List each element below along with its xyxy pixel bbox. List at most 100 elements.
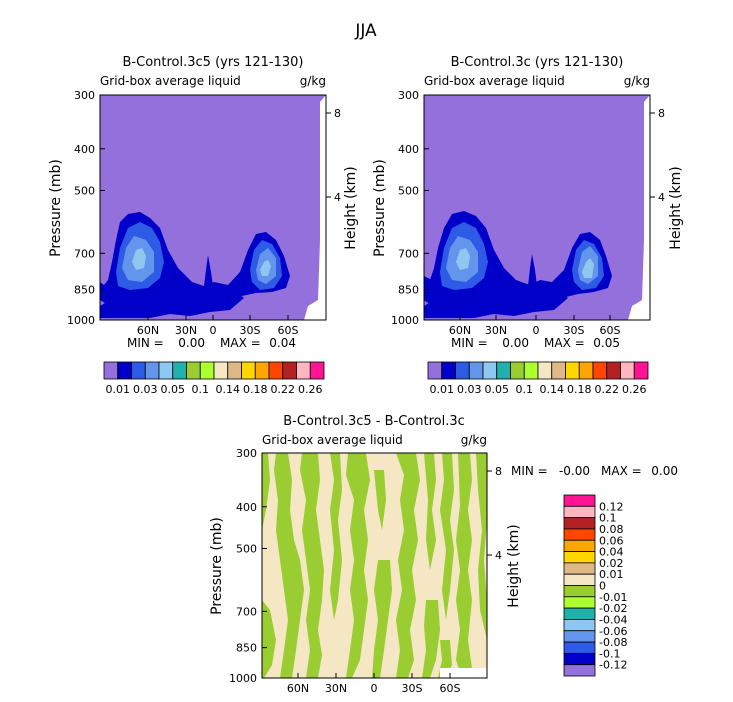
colorbar-label: 0.26	[298, 383, 323, 396]
max-label: MAX =	[601, 464, 642, 478]
x-tick-label: 0	[533, 324, 540, 337]
panel-subtitle: Grid-box average liquid	[424, 74, 565, 88]
y2-axis-label: Height (km)	[668, 166, 684, 249]
colorbar-swatch	[578, 361, 594, 380]
colorbar-label: 0.03	[457, 383, 482, 396]
colorbar-label: -0.02	[599, 602, 627, 615]
contour-field	[262, 453, 487, 678]
x-tick-label: 30S	[564, 324, 585, 337]
contour-level-1	[424, 292, 568, 318]
x-tick-label: 30S	[402, 682, 423, 695]
colorbar-swatch	[468, 361, 484, 380]
missing-data	[440, 668, 487, 678]
colorbar-label: 0.18	[567, 383, 592, 396]
colorbar-label: 0.08	[599, 523, 624, 536]
min-value: 0.00	[502, 336, 529, 350]
panel-units: g/kg	[461, 433, 487, 447]
colorbar-label: 0.06	[599, 534, 624, 547]
figure-title: JJA	[354, 21, 377, 41]
colorbar-swatch	[427, 361, 443, 380]
x-tick-label: 60S	[440, 682, 461, 695]
max-label: MAX =	[220, 336, 261, 350]
x-tick-label: 30N	[485, 324, 507, 337]
x-tick-label: 30S	[240, 324, 261, 337]
y-axis-label: Pressure (mb)	[209, 517, 225, 615]
colorbar-swatch	[563, 664, 596, 677]
colorbar-swatch	[455, 361, 470, 380]
colorbar-label: 0.14	[216, 383, 241, 396]
colorbar-swatch	[496, 361, 511, 380]
colorbar-swatch	[537, 361, 553, 380]
colorbar-swatch	[563, 641, 596, 654]
x-tick-label: 60S	[278, 324, 299, 337]
colorbar-label: -0.01	[599, 591, 627, 604]
colorbar-label: 0.04	[599, 546, 624, 559]
max-value: 0.04	[269, 336, 296, 350]
colorbar-swatch	[282, 361, 297, 380]
y-tick-label: 700	[236, 605, 257, 618]
colorbar-swatch	[563, 596, 596, 609]
colorbar: 0.01 0.03 0.05 0.1 0.14 0.18 0.22 0.26	[103, 361, 325, 396]
colorbar-swatch	[563, 607, 596, 620]
colorbar-label: 0	[599, 580, 606, 593]
colorbar-swatch	[482, 361, 498, 380]
colorbar-label: 0.1	[516, 383, 534, 396]
y-tick-label: 500	[398, 184, 419, 197]
colorbar-swatch	[227, 361, 242, 380]
y-axis-label: Pressure (mb)	[372, 159, 388, 257]
x-tick-label: 60N	[287, 682, 309, 695]
panel-title: B-Control.3c (yrs 121-130)	[451, 55, 624, 70]
x-tick-label: 0	[210, 324, 217, 337]
y2-tick-label: 4	[658, 191, 665, 204]
colorbar-label: -0.06	[599, 625, 627, 638]
colorbar-label: -0.1	[599, 647, 620, 660]
colorbar-swatch	[592, 361, 608, 380]
contour-level-1	[528, 254, 537, 286]
contour-level-4	[260, 260, 271, 276]
colorbar-swatch	[158, 361, 174, 380]
max-value: 0.00	[651, 464, 678, 478]
colorbar-swatch	[563, 562, 596, 575]
colorbar-label: 0.01	[599, 568, 624, 581]
panel-control-3c: B-Control.3c (yrs 121-130) Grid-box aver…	[372, 55, 684, 396]
y2-tick-label: 4	[334, 191, 341, 204]
colorbar-label: 0.1	[192, 383, 210, 396]
colorbar-swatch	[144, 361, 160, 380]
colorbar-swatch	[309, 361, 325, 380]
min-label: MIN =	[127, 336, 164, 350]
panel-subtitle: Grid-box average liquid	[100, 74, 241, 88]
x-tick-label: 30N	[325, 682, 347, 695]
min-label: MIN =	[451, 336, 488, 350]
colorbar-swatch	[563, 573, 596, 586]
y-tick-label: 850	[236, 642, 257, 655]
colorbar-label: 0.01	[430, 383, 455, 396]
min-value: -0.00	[559, 464, 590, 478]
y-tick-label: 1000	[67, 314, 95, 327]
colorbar: 0.01 0.03 0.05 0.1 0.14 0.18 0.22 0.26	[427, 361, 649, 396]
colorbar-swatch	[510, 361, 525, 380]
colorbar-swatch	[441, 361, 456, 380]
colorbar-swatch	[563, 619, 596, 632]
colorbar-swatch	[296, 361, 311, 380]
y2-tick-label: 8	[658, 107, 665, 120]
missing-data	[304, 95, 326, 320]
y-tick-label: 1000	[391, 314, 419, 327]
colorbar-swatch	[563, 528, 596, 541]
colorbar-label: 0.22	[271, 383, 296, 396]
colorbar: 0.120.10.080.060.040.020.010-0.01-0.02-0…	[563, 494, 627, 677]
colorbar-swatch	[268, 361, 284, 380]
y-tick-label: 300	[236, 447, 257, 460]
contour-level-4	[582, 258, 594, 278]
x-tick-label: 60N	[449, 324, 471, 337]
colorbar-label: 0.05	[161, 383, 186, 396]
y2-tick-label: 8	[334, 107, 341, 120]
colorbar-label: -0.12	[599, 659, 627, 672]
colorbar-label: 0.12	[599, 500, 624, 513]
y-tick-label: 400	[398, 143, 419, 156]
max-value: 0.05	[593, 336, 620, 350]
colorbar-swatch	[563, 494, 596, 507]
x-tick-label: 60N	[137, 324, 159, 337]
colorbar-swatch	[563, 539, 596, 552]
panel-subtitle: Grid-box average liquid	[262, 433, 403, 447]
